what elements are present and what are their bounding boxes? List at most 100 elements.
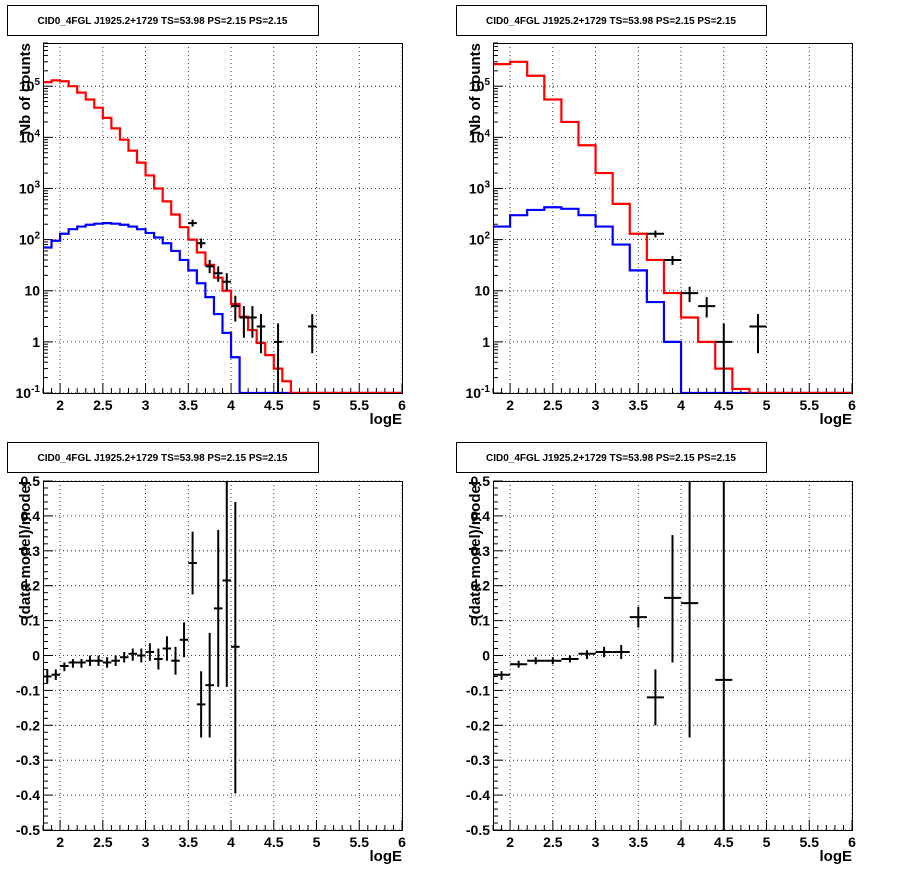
y-tick-label: 10-1	[16, 384, 41, 401]
data-point	[248, 306, 257, 338]
data-point	[222, 481, 232, 687]
data-point	[162, 636, 172, 661]
x-tick-label: 2.5	[93, 397, 113, 413]
data-point	[256, 314, 266, 354]
y-tick-label: -0.3	[16, 752, 40, 768]
x-tick-label: 6	[848, 397, 856, 413]
data-point	[128, 648, 138, 661]
y-tick-label: 0.1	[471, 613, 491, 629]
data-points	[43, 481, 240, 794]
x-tick-label: 2.5	[543, 834, 563, 850]
y-tick-label: -0.5	[16, 822, 40, 838]
x-tick-label: 5.5	[350, 834, 370, 850]
data-point	[273, 323, 283, 393]
x-tick-label: 4.5	[264, 397, 284, 413]
x-tick-label: 3	[142, 834, 150, 850]
model-total-histogram	[43, 79, 402, 393]
data-point	[231, 501, 240, 794]
x-tick-label: 3.5	[629, 834, 649, 850]
x-axis-title: logE	[370, 411, 403, 428]
data-point	[188, 531, 197, 595]
y-tick-label: 104	[469, 128, 491, 145]
data-point	[493, 671, 511, 680]
x-tick-label: 6	[398, 397, 406, 413]
grid	[43, 480, 403, 831]
data-point	[154, 648, 163, 670]
x-tick-label: 4.5	[714, 397, 734, 413]
data-point	[205, 259, 214, 274]
x-tick-label: 5.5	[800, 397, 820, 413]
y-axis-title: (data-model)/model	[17, 481, 34, 619]
data-point	[77, 658, 86, 668]
x-tick-label: 2	[506, 397, 514, 413]
chart-title: CID0_4FGL J1925.2+1729 TS=53.98 PS=2.15 …	[486, 16, 736, 27]
x-tick-label: 3	[592, 834, 600, 850]
x-axis-title: logE	[820, 411, 853, 428]
y-tick-label: -0.4	[16, 787, 40, 803]
y-tick-label: -0.5	[466, 822, 490, 838]
data-point	[612, 645, 630, 659]
grid	[493, 43, 853, 394]
y-tick-label: -0.4	[466, 787, 490, 803]
x-tick-label: 2	[56, 397, 64, 413]
data-point	[646, 669, 664, 726]
y-tick-label: 102	[469, 231, 491, 248]
y-tick-label: 0.5	[471, 473, 491, 489]
axis-ticks	[42, 42, 403, 394]
plot-frame	[43, 481, 403, 831]
y-tick-label: 0.2	[471, 578, 491, 594]
plot-frame	[493, 481, 853, 831]
plot-frame	[493, 43, 853, 394]
data-point	[213, 529, 223, 687]
y-tick-label: 0.3	[21, 543, 41, 559]
y-tick-label: 0.4	[471, 508, 491, 524]
data-point	[137, 648, 146, 663]
x-tick-label: 4	[227, 834, 235, 850]
y-tick-label: 0.4	[21, 508, 41, 524]
data-point	[51, 669, 61, 680]
data-point	[231, 295, 240, 322]
data-point	[60, 662, 69, 672]
x-tick-label: 4.5	[714, 834, 734, 850]
chart-panel-3: CID0_4FGL J1925.2+1729 TS=53.98 PS=2.15 …	[7, 442, 406, 865]
model-component-histogram	[493, 206, 852, 393]
y-tick-label: 1	[32, 334, 40, 350]
title-box	[456, 5, 767, 36]
x-axis-title: logE	[820, 848, 853, 865]
data-point	[578, 650, 596, 659]
data-point	[663, 535, 682, 663]
data-point	[715, 481, 733, 830]
data-point	[196, 238, 206, 249]
y-tick-label: 103	[19, 179, 41, 196]
data-point	[119, 652, 129, 663]
data-point	[205, 632, 214, 738]
y-tick-label: 105	[19, 77, 41, 94]
y-tick-label: -0.3	[466, 752, 490, 768]
grid	[43, 43, 403, 394]
data-point	[749, 314, 767, 354]
y-tick-label: 104	[19, 128, 41, 145]
data-point	[715, 323, 733, 393]
x-tick-label: 2	[56, 834, 64, 850]
x-tick-label: 5	[313, 397, 321, 413]
y-tick-label: 105	[469, 77, 491, 94]
data-point	[681, 481, 699, 738]
data-point	[544, 657, 562, 665]
y-tick-label: 0.2	[21, 578, 41, 594]
y-axis-title: (data-model)/model	[467, 481, 484, 619]
x-tick-label: 3.5	[179, 834, 199, 850]
data-point	[681, 286, 699, 303]
data-point	[222, 273, 232, 291]
data-point	[102, 657, 112, 668]
data-point	[111, 655, 120, 666]
y-tick-label: 1	[482, 334, 490, 350]
chart-title: CID0_4FGL J1925.2+1729 TS=53.98 PS=2.15 …	[486, 453, 736, 464]
data-point	[145, 643, 155, 661]
data-point	[43, 669, 52, 684]
data-point	[595, 646, 613, 658]
data-point	[85, 655, 95, 666]
data-point	[239, 306, 249, 338]
model-total-histogram	[493, 60, 852, 393]
data-point	[179, 622, 189, 658]
